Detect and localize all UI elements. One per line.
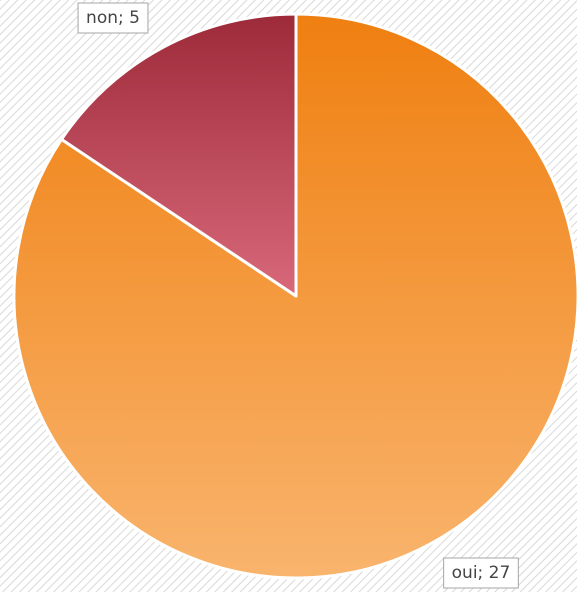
data-label-box: [77, 2, 149, 34]
data-label-box: [443, 557, 519, 589]
data-label: non; 5: [86, 8, 140, 28]
pie-slice: [60, 12, 298, 298]
data-label: oui; 27: [452, 563, 511, 583]
